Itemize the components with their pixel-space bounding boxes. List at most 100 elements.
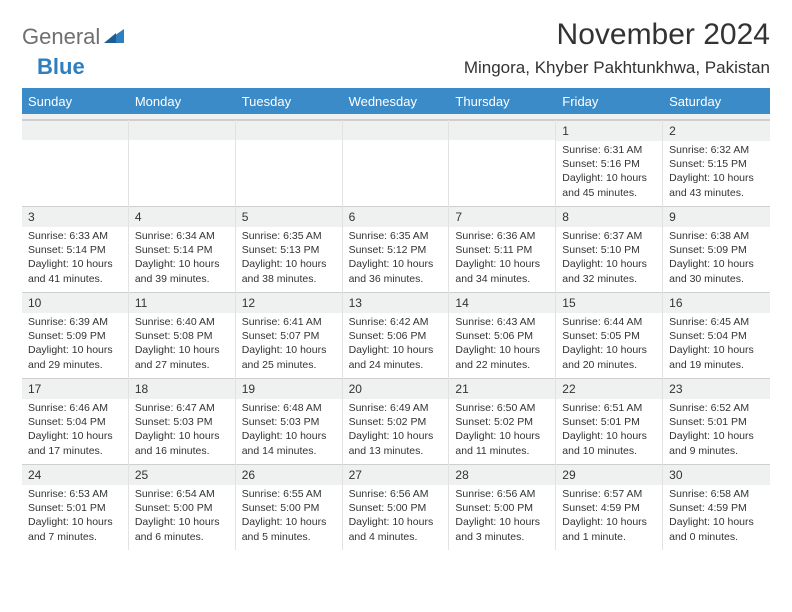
week-row: 10Sunrise: 6:39 AMSunset: 5:09 PMDayligh… (22, 292, 770, 378)
detail-line-d2: and 14 minutes. (242, 444, 336, 458)
detail-line-sr: Sunrise: 6:37 AM (562, 229, 656, 243)
day-cell: 18Sunrise: 6:47 AMSunset: 5:03 PMDayligh… (129, 378, 236, 464)
day-cell: 16 Sunrise: 6:45 AMSunset: 5:04 PMDayligh… (663, 292, 770, 378)
day-cell: 27Sunrise: 6:56 AMSunset: 5:00 PMDayligh… (343, 464, 450, 550)
day-details: Sunrise: 6:51 AMSunset: 5:01 PMDaylight:… (556, 399, 662, 462)
detail-line-sr: Sunrise: 6:42 AM (349, 315, 443, 329)
detail-line-d2: and 20 minutes. (562, 358, 656, 372)
empty-day-details (449, 140, 555, 206)
detail-line-sr: Sunrise: 6:44 AM (562, 315, 656, 329)
detail-line-d1: Daylight: 10 hours (135, 343, 229, 357)
detail-line-ss: Sunset: 5:06 PM (349, 329, 443, 343)
detail-line-d1: Daylight: 10 hours (242, 257, 336, 271)
day-details: Sunrise: 6:54 AMSunset: 5:00 PMDaylight:… (129, 485, 235, 548)
detail-line-d2: and 9 minutes. (669, 444, 764, 458)
day-number: 16 (663, 292, 770, 313)
detail-line-sr: Sunrise: 6:35 AM (242, 229, 336, 243)
day-details: Sunrise: 6:37 AMSunset: 5:10 PMDaylight:… (556, 227, 662, 290)
day-details: Sunrise: 6:49 AMSunset: 5:02 PMDaylight:… (343, 399, 449, 462)
detail-line-ss: Sunset: 5:07 PM (242, 329, 336, 343)
day-details: Sunrise: 6:46 AMSunset: 5:04 PMDaylight:… (22, 399, 128, 462)
detail-line-sr: Sunrise: 6:43 AM (455, 315, 549, 329)
detail-line-sr: Sunrise: 6:45 AM (669, 315, 764, 329)
detail-line-sr: Sunrise: 6:47 AM (135, 401, 229, 415)
brand-triangle-icon (104, 27, 124, 48)
detail-line-ss: Sunset: 5:01 PM (562, 415, 656, 429)
day-cell: 17Sunrise: 6:46 AMSunset: 5:04 PMDayligh… (22, 378, 129, 464)
day-number: 13 (343, 292, 449, 313)
day-number: 14 (449, 292, 555, 313)
detail-line-sr: Sunrise: 6:46 AM (28, 401, 122, 415)
day-details: Sunrise: 6:48 AMSunset: 5:03 PMDaylight:… (236, 399, 342, 462)
detail-line-d1: Daylight: 10 hours (28, 429, 122, 443)
detail-line-d1: Daylight: 10 hours (349, 343, 443, 357)
detail-line-sr: Sunrise: 6:56 AM (455, 487, 549, 501)
day-cell: 29Sunrise: 6:57 AMSunset: 4:59 PMDayligh… (556, 464, 663, 550)
day-details: Sunrise: 6:35 AMSunset: 5:13 PMDaylight:… (236, 227, 342, 290)
detail-line-d2: and 1 minute. (562, 530, 656, 544)
detail-line-d1: Daylight: 10 hours (28, 343, 122, 357)
detail-line-d1: Daylight: 10 hours (242, 343, 336, 357)
detail-line-d2: and 39 minutes. (135, 272, 229, 286)
detail-line-ss: Sunset: 5:10 PM (562, 243, 656, 257)
calendar: Sunday Monday Tuesday Wednesday Thursday… (22, 88, 770, 550)
detail-line-ss: Sunset: 5:09 PM (28, 329, 122, 343)
detail-line-sr: Sunrise: 6:52 AM (669, 401, 764, 415)
detail-line-d1: Daylight: 10 hours (242, 429, 336, 443)
detail-line-d2: and 45 minutes. (562, 186, 656, 200)
detail-line-ss: Sunset: 5:06 PM (455, 329, 549, 343)
detail-line-ss: Sunset: 5:14 PM (135, 243, 229, 257)
day-details: Sunrise: 6:57 AMSunset: 4:59 PMDaylight:… (556, 485, 662, 548)
dow-friday: Friday (556, 90, 663, 114)
day-number: 10 (22, 292, 128, 313)
detail-line-d1: Daylight: 10 hours (669, 515, 764, 529)
detail-line-ss: Sunset: 5:01 PM (28, 501, 122, 515)
detail-line-ss: Sunset: 5:14 PM (28, 243, 122, 257)
detail-line-sr: Sunrise: 6:39 AM (28, 315, 122, 329)
detail-line-sr: Sunrise: 6:33 AM (28, 229, 122, 243)
detail-line-d1: Daylight: 10 hours (455, 515, 549, 529)
detail-line-d1: Daylight: 10 hours (135, 429, 229, 443)
day-cell: 5Sunrise: 6:35 AMSunset: 5:13 PMDaylight… (236, 206, 343, 292)
day-details: Sunrise: 6:41 AMSunset: 5:07 PMDaylight:… (236, 313, 342, 376)
detail-line-ss: Sunset: 5:04 PM (669, 329, 764, 343)
detail-line-sr: Sunrise: 6:36 AM (455, 229, 549, 243)
day-number: 21 (449, 378, 555, 399)
detail-line-d1: Daylight: 10 hours (562, 429, 656, 443)
detail-line-d1: Daylight: 10 hours (669, 171, 764, 185)
detail-line-d2: and 43 minutes. (669, 186, 764, 200)
detail-line-ss: Sunset: 5:00 PM (455, 501, 549, 515)
detail-line-d2: and 3 minutes. (455, 530, 549, 544)
day-details: Sunrise: 6:53 AMSunset: 5:01 PMDaylight:… (22, 485, 128, 548)
day-cell: 3Sunrise: 6:33 AMSunset: 5:14 PMDaylight… (22, 206, 129, 292)
day-cell: 2Sunrise: 6:32 AMSunset: 5:15 PMDaylight… (663, 120, 770, 206)
dow-saturday: Saturday (663, 90, 770, 114)
day-number: 22 (556, 378, 662, 399)
dow-tuesday: Tuesday (236, 90, 343, 114)
day-details: Sunrise: 6:32 AMSunset: 5:15 PMDaylight:… (663, 141, 770, 204)
month-title: November 2024 (464, 18, 770, 52)
detail-line-ss: Sunset: 5:02 PM (455, 415, 549, 429)
detail-line-d2: and 5 minutes. (242, 530, 336, 544)
day-cell: 12Sunrise: 6:41 AMSunset: 5:07 PMDayligh… (236, 292, 343, 378)
day-cell: 22Sunrise: 6:51 AMSunset: 5:01 PMDayligh… (556, 378, 663, 464)
day-cell: 23Sunrise: 6:52 AMSunset: 5:01 PMDayligh… (663, 378, 770, 464)
day-number: 3 (22, 206, 128, 227)
detail-line-d1: Daylight: 10 hours (562, 257, 656, 271)
day-cell: 13 Sunrise: 6:42 AMSunset: 5:06 PMDayligh… (343, 292, 450, 378)
day-number: 23 (663, 378, 770, 399)
detail-line-d1: Daylight: 10 hours (669, 343, 764, 357)
week-row: 1Sunrise: 6:31 AMSunset: 5:16 PMDaylight… (22, 120, 770, 206)
day-cell: 9Sunrise: 6:38 AMSunset: 5:09 PMDaylight… (663, 206, 770, 292)
day-details: Sunrise: 6:56 AMSunset: 5:00 PMDaylight:… (343, 485, 449, 548)
day-details: Sunrise: 6:36 AMSunset: 5:11 PMDaylight:… (449, 227, 555, 290)
week-row: 3Sunrise: 6:33 AMSunset: 5:14 PMDaylight… (22, 206, 770, 292)
day-details: Sunrise: 6:33 AMSunset: 5:14 PMDaylight:… (22, 227, 128, 290)
detail-line-sr: Sunrise: 6:56 AM (349, 487, 443, 501)
detail-line-d1: Daylight: 10 hours (562, 343, 656, 357)
detail-line-d2: and 16 minutes. (135, 444, 229, 458)
detail-line-d2: and 19 minutes. (669, 358, 764, 372)
detail-line-sr: Sunrise: 6:41 AM (242, 315, 336, 329)
detail-line-d2: and 10 minutes. (562, 444, 656, 458)
detail-line-d1: Daylight: 10 hours (562, 171, 656, 185)
